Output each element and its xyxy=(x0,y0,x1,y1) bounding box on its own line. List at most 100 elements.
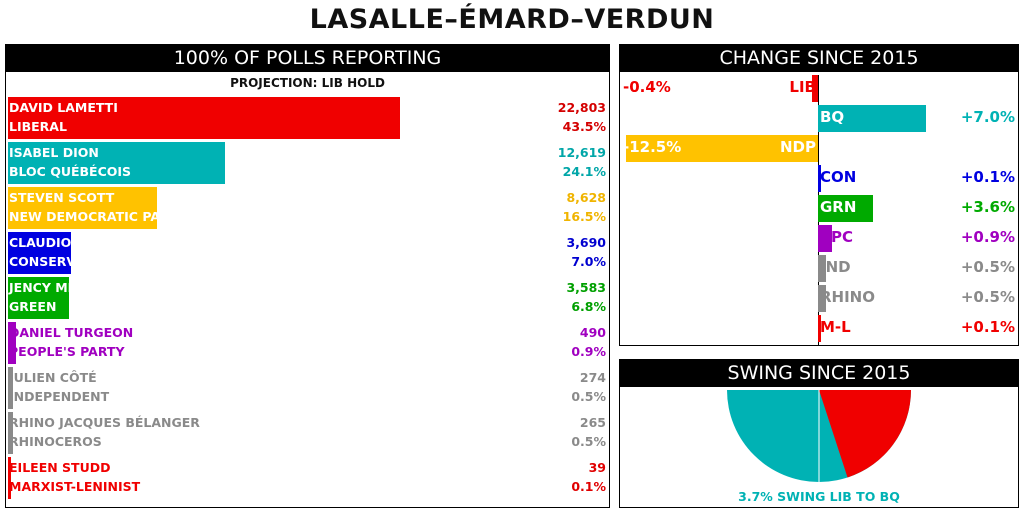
change-bar xyxy=(625,135,818,162)
vote-percent: 0.5% xyxy=(571,434,606,449)
change-value: -12.5% xyxy=(623,138,682,156)
candidate-name: DAVID LAMETTI xyxy=(9,100,118,115)
vote-count: 8,628 xyxy=(566,190,606,205)
party-abbr: PPC xyxy=(820,228,853,246)
party-abbr: NDP xyxy=(780,138,816,156)
vote-percent: 0.5% xyxy=(571,389,606,404)
change-value: +0.1% xyxy=(960,168,1015,186)
party-abbr: GRN xyxy=(820,198,857,216)
change-row: PPC +0.9% xyxy=(620,225,1018,252)
swing-panel: SWING SINCE 2015 3.7% SWING LIB TO BQ xyxy=(619,359,1019,508)
candidate-party: INDEPENDENT xyxy=(9,389,110,404)
vote-count: 39 xyxy=(588,460,606,475)
vote-percent: 24.1% xyxy=(562,164,606,179)
candidate-name: JULIEN CÔTÉ xyxy=(9,370,97,385)
results-header: 100% OF POLLS REPORTING xyxy=(6,45,609,72)
change-header: CHANGE SINCE 2015 xyxy=(620,45,1018,72)
candidate-name: ISABEL DION xyxy=(9,145,99,160)
change-value: +7.0% xyxy=(960,108,1015,126)
change-row: NDP -12.5% xyxy=(620,135,1018,162)
change-bar xyxy=(818,195,874,222)
vote-bar xyxy=(8,97,400,139)
candidate-row: JULIEN CÔTÉ INDEPENDENT 274 0.5% xyxy=(6,367,609,409)
candidate-name: EILEEN STUDD xyxy=(9,460,111,475)
swing-header: SWING SINCE 2015 xyxy=(620,360,1018,387)
vote-bar xyxy=(8,412,13,454)
party-abbr: RHINO xyxy=(820,288,875,306)
candidate-row: DANIEL TURGEON PEOPLE'S PARTY 490 0.9% xyxy=(6,322,609,364)
vote-bar xyxy=(8,187,157,229)
vote-percent: 6.8% xyxy=(571,299,606,314)
vote-count: 265 xyxy=(579,415,606,430)
change-bar xyxy=(818,285,826,312)
vote-count: 3,690 xyxy=(566,235,606,250)
vote-percent: 43.5% xyxy=(562,119,606,134)
change-row: M-L +0.1% xyxy=(620,315,1018,342)
party-abbr: BQ xyxy=(820,108,845,126)
vote-bar xyxy=(8,457,11,499)
vote-count: 490 xyxy=(579,325,606,340)
vote-percent: 0.1% xyxy=(571,479,606,494)
swing-slice xyxy=(819,390,911,478)
party-abbr: LIB xyxy=(789,78,816,96)
vote-percent: 0.9% xyxy=(571,344,606,359)
swing-pie xyxy=(727,390,911,482)
change-bar xyxy=(818,255,826,282)
vote-percent: 7.0% xyxy=(571,254,606,269)
vote-percent: 16.5% xyxy=(562,209,606,224)
candidate-party: CONSERVATIVE xyxy=(9,254,116,269)
change-value: +0.9% xyxy=(960,228,1015,246)
change-row: RHINO +0.5% xyxy=(620,285,1018,312)
candidate-party: BLOC QUÉBÉCOIS xyxy=(9,164,132,179)
vote-bar xyxy=(8,142,225,184)
change-bar xyxy=(811,75,818,102)
candidate-name: DANIEL TURGEON xyxy=(9,325,134,340)
party-abbr: M-L xyxy=(820,318,851,336)
party-abbr: CON xyxy=(820,168,857,186)
candidate-party: LIBERAL xyxy=(9,119,67,134)
change-panel: CHANGE SINCE 2015 LIB -0.4% BQ +7.0% NDP -12.… xyxy=(619,44,1019,346)
change-value: +3.6% xyxy=(960,198,1015,216)
vote-count: 22,803 xyxy=(557,100,606,115)
vote-count: 274 xyxy=(579,370,606,385)
candidate-party: NEW DEMOCRATIC PARTY xyxy=(9,209,187,224)
candidate-name: CLAUDIO ROCCHI xyxy=(9,235,130,250)
candidate-row: STEVEN SCOTT NEW DEMOCRATIC PARTY 8,628 16.… xyxy=(6,187,609,229)
change-row: BQ +7.0% xyxy=(620,105,1018,132)
change-row: GRN +3.6% xyxy=(620,195,1018,222)
candidate-row: CLAUDIO ROCCHI CONSERVATIVE 3,690 7.0% xyxy=(6,232,609,274)
vote-count: 3,583 xyxy=(566,280,606,295)
party-abbr: IND xyxy=(820,258,851,276)
change-bar xyxy=(818,225,832,252)
results-panel: 100% OF POLLS REPORTING PROJECTION: LIB … xyxy=(5,44,610,508)
vote-count: 12,619 xyxy=(557,145,606,160)
vote-bar xyxy=(8,367,13,409)
candidate-name: RHINO JACQUES BÉLANGER xyxy=(9,415,200,430)
candidate-name: JENCY MERCIER xyxy=(9,280,118,295)
change-value: +0.1% xyxy=(960,318,1015,336)
candidate-row: DAVID LAMETTI LIBERAL 22,803 43.5% xyxy=(6,97,609,139)
page-title: LASALLE–ÉMARD–VERDUN xyxy=(309,4,715,35)
change-value: +0.5% xyxy=(960,258,1015,276)
candidate-row: RHINO JACQUES BÉLANGER RHINOCEROS 265 0.5% xyxy=(6,412,609,454)
candidate-row: JENCY MERCIER GREEN 3,583 6.8% xyxy=(6,277,609,319)
change-bar xyxy=(818,315,821,342)
projection-label: PROJECTION: LIB HOLD xyxy=(230,76,385,90)
change-row: CON +0.1% xyxy=(620,165,1018,192)
swing-label: 3.7% SWING LIB TO BQ xyxy=(738,489,900,504)
change-row: LIB -0.4% xyxy=(620,75,1018,102)
change-value: -0.4% xyxy=(623,78,671,96)
candidate-party: PEOPLE'S PARTY xyxy=(9,344,125,359)
candidate-party: RHINOCEROS xyxy=(9,434,102,449)
candidate-row: ISABEL DION BLOC QUÉBÉCOIS 12,619 24.1% xyxy=(6,142,609,184)
change-bar xyxy=(818,105,926,132)
change-row: IND +0.5% xyxy=(620,255,1018,282)
candidate-party: GREEN xyxy=(9,299,57,314)
vote-bar xyxy=(8,277,70,319)
candidate-name: STEVEN SCOTT xyxy=(9,190,115,205)
change-bar xyxy=(818,165,821,192)
vote-bar xyxy=(8,232,71,274)
candidate-party: MARXIST-LENINIST xyxy=(9,479,141,494)
vote-bar xyxy=(8,322,17,364)
candidate-row: EILEEN STUDD MARXIST-LENINIST 39 0.1% xyxy=(6,457,609,499)
